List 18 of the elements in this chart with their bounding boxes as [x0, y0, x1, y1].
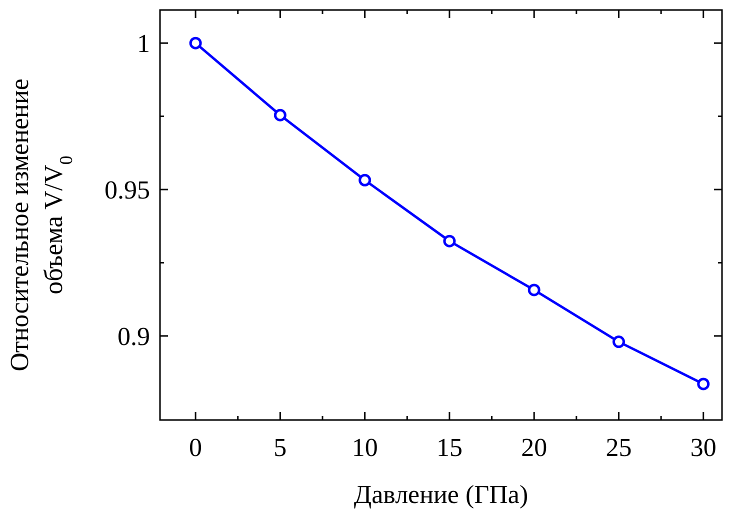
x-tick-label: 25	[606, 433, 632, 462]
x-tick-label: 5	[274, 433, 287, 462]
x-tick-label: 30	[690, 433, 716, 462]
point	[274, 108, 286, 122]
x-axis-title: Давление (ГПа)	[354, 480, 528, 509]
y-tick-label: 0.9	[118, 322, 150, 352]
point	[697, 378, 710, 390]
x-tick-label: 10	[352, 433, 378, 462]
x-tick-label: 15	[436, 433, 462, 462]
x-tick-label: 20	[521, 433, 548, 462]
point	[189, 36, 202, 50]
y-tick-label: 0.95	[104, 176, 150, 205]
point	[443, 234, 456, 248]
x-tick-label: 0	[189, 433, 202, 462]
point	[358, 174, 372, 186]
point	[528, 284, 540, 296]
y-tick-label: 1	[137, 29, 150, 58]
point	[612, 336, 625, 348]
